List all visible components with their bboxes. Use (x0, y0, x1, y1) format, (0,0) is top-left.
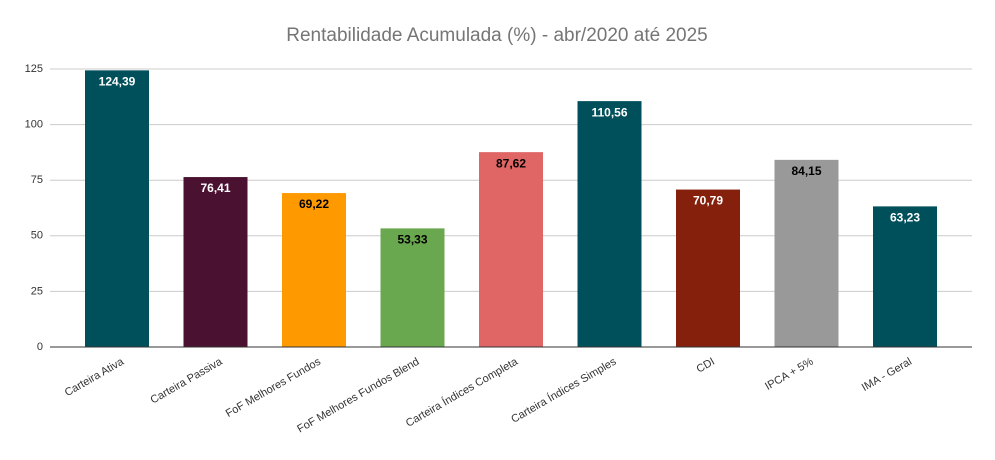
y-tick-label: 100 (25, 119, 43, 131)
bar (282, 193, 346, 347)
bar (577, 101, 642, 347)
value-label: 53,33 (397, 233, 427, 247)
value-label: 69,22 (299, 197, 329, 211)
bar (183, 177, 248, 347)
y-tick-label: 50 (31, 230, 43, 242)
bar (479, 152, 543, 347)
y-tick-label: 75 (31, 174, 43, 186)
value-label: 70,79 (693, 194, 723, 208)
bar (85, 70, 149, 348)
value-label: 124,39 (99, 75, 136, 89)
bar (380, 228, 445, 347)
value-label: 63,23 (890, 211, 920, 225)
bar (873, 206, 937, 347)
chart-title: Rentabilidade Acumulada (%) - abr/2020 a… (286, 25, 707, 46)
value-label: 76,41 (200, 181, 230, 195)
y-tick-label: 25 (31, 285, 43, 297)
value-label: 110,56 (591, 105, 627, 119)
bar (774, 159, 839, 347)
bar (676, 189, 740, 347)
y-tick-label: 125 (25, 63, 43, 75)
value-label: 84,15 (791, 164, 821, 178)
y-tick-label: 0 (37, 341, 43, 353)
value-label: 87,62 (496, 156, 526, 170)
